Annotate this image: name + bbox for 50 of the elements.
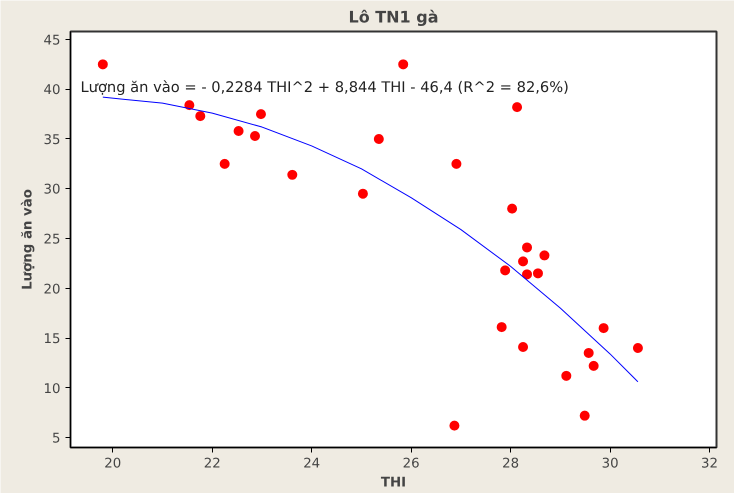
point: [588, 360, 599, 371]
point: [398, 59, 408, 70]
point: [496, 322, 507, 332]
annotation: Lượng ăn vào = - 0,2284 THI^2 + 8,844 THI - 46,4 (R^2 = 82,6%): [80, 79, 569, 96]
point: [518, 256, 528, 266]
point: [449, 420, 460, 431]
x-tick-label: 20: [104, 456, 122, 472]
point: [532, 268, 543, 278]
point: [632, 342, 643, 353]
point: [98, 59, 108, 70]
point: [561, 370, 572, 381]
point: [507, 204, 518, 214]
point: [451, 158, 462, 169]
y-tick-label: 5: [52, 432, 61, 447]
point: [539, 250, 550, 260]
y-tick-label: 15: [44, 332, 61, 348]
y-tick-label: 20: [44, 282, 61, 298]
x-tick-label: 30: [602, 456, 619, 472]
x-tick-label: 22: [204, 456, 221, 472]
y-tick-label: 30: [44, 182, 61, 198]
point: [518, 342, 528, 352]
x-tick-label: 28: [502, 456, 520, 472]
chart-title: Lô TN1 gà: [348, 8, 439, 26]
point: [184, 100, 194, 110]
x-tick-label: 26: [402, 456, 420, 472]
y-axis-title: Lượng ăn vào: [20, 189, 36, 290]
x-axis-title: THI: [380, 476, 406, 490]
point: [522, 269, 532, 280]
point: [580, 410, 590, 421]
line-series: [102, 96, 638, 382]
point: [256, 109, 266, 120]
point: [598, 323, 609, 334]
x-tick-label: 32: [701, 456, 718, 472]
point: [195, 111, 206, 122]
y-tick-label: 10: [44, 382, 61, 397]
point: [584, 348, 594, 358]
y-tick-label: 40: [44, 83, 61, 98]
y-tick-label: 25: [44, 232, 61, 248]
point: [220, 158, 230, 169]
point: [374, 134, 384, 144]
x-tick-label: 24: [303, 456, 320, 472]
y-tick-label: 35: [44, 132, 61, 148]
point: [358, 188, 368, 199]
point: [250, 131, 260, 141]
point: [234, 126, 244, 136]
point: [512, 102, 522, 112]
point: [522, 242, 532, 252]
point: [287, 170, 298, 180]
y-tick-label: 45: [44, 33, 61, 48]
point: [500, 265, 510, 276]
